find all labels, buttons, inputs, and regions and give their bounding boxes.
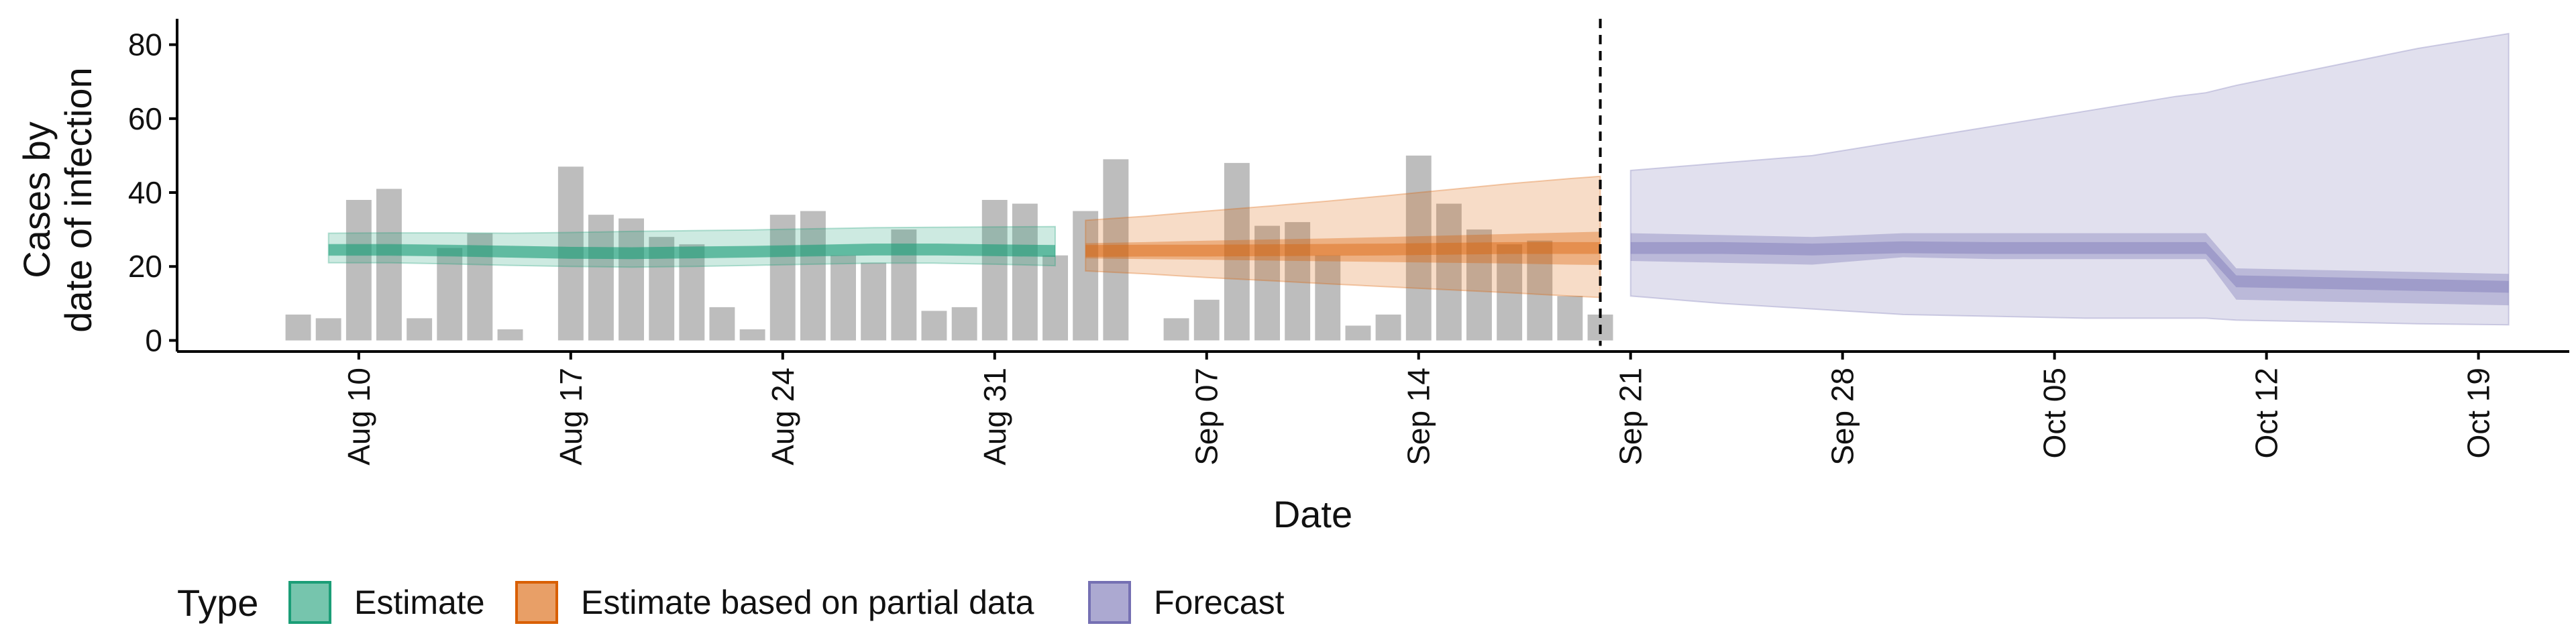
case-bar: [1254, 225, 1280, 341]
case-bar: [1163, 318, 1189, 341]
x-tick-label: Aug 17: [553, 368, 588, 466]
x-tick-label: Oct 12: [2249, 368, 2284, 459]
case-bar: [830, 255, 856, 341]
x-tick-label: Sep 14: [1401, 368, 1436, 466]
case-bar: [1527, 240, 1553, 341]
case-bar: [407, 318, 433, 341]
legend-label: Forecast: [1154, 584, 1285, 621]
ci-50-band: [1085, 231, 1601, 265]
observed-cases-bars: [285, 155, 1613, 341]
x-axis-title: Date: [1273, 493, 1352, 535]
y-tick-label: 60: [128, 101, 162, 136]
median-band: [1630, 241, 2509, 293]
case-bar: [557, 166, 584, 341]
case-bar: [921, 311, 947, 341]
y-tick-label: 40: [128, 175, 162, 210]
series-estimate-based-on-partial-data: [1085, 175, 1601, 299]
case-bar: [1073, 211, 1099, 341]
x-tick-label: Oct 05: [2037, 368, 2072, 459]
case-bar: [1224, 162, 1250, 341]
x-tick-label: Sep 07: [1189, 368, 1224, 466]
ci-90-band: [1629, 32, 2510, 326]
case-bar: [1405, 155, 1432, 341]
median-band: [328, 244, 1056, 260]
case-bar: [679, 244, 705, 341]
ci-50-band: [1630, 233, 2509, 306]
legend-key: [515, 581, 558, 624]
series-estimate: [327, 225, 1056, 268]
y-tick-label: 80: [128, 28, 162, 62]
median-band: [1085, 241, 1601, 257]
legend-title: Type: [177, 582, 258, 624]
case-bar: [497, 329, 523, 341]
case-bar: [649, 237, 675, 341]
case-bar: [588, 215, 614, 341]
legend-key: [1088, 581, 1131, 624]
case-bar: [467, 233, 493, 341]
x-tick-label: Aug 31: [977, 368, 1012, 466]
case-bar: [1497, 244, 1523, 341]
case-bar: [1375, 314, 1401, 341]
legend-key: [288, 581, 331, 624]
case-bar: [285, 314, 311, 341]
case-bar: [315, 318, 341, 341]
y-tick-label: 0: [145, 323, 162, 358]
case-bar: [1315, 255, 1341, 341]
case-bar: [1557, 296, 1583, 341]
x-tick-label: Sep 21: [1613, 368, 1648, 466]
case-bar: [1103, 159, 1129, 341]
x-tick-label: Oct 19: [2461, 368, 2496, 459]
x-tick-label: Aug 10: [341, 368, 376, 466]
legend: Type Estimate Estimate based on partial d…: [177, 581, 1285, 624]
case-bar: [1285, 222, 1311, 341]
y-tick-label: 20: [128, 249, 162, 284]
ci-50-band: [328, 244, 1056, 260]
y-axis-title-line: Cases by: [15, 121, 58, 278]
case-bar: [437, 248, 463, 341]
estimate-bands: [327, 32, 2510, 326]
case-bar: [951, 307, 977, 341]
case-bar: [1012, 203, 1038, 341]
case-bar: [1193, 299, 1220, 341]
ci-90-band: [327, 225, 1056, 268]
case-bar: [769, 215, 796, 341]
x-tick-label: Aug 24: [765, 368, 800, 466]
case-bar: [1345, 325, 1371, 341]
x-tick-label: Sep 28: [1825, 368, 1860, 466]
case-bar: [709, 307, 735, 341]
case-bar: [1436, 203, 1462, 341]
axes: 0 20 40 60 80 Aug 10 Aug 17 Aug 24 Aug 31 Sep 07 S…: [128, 19, 2569, 466]
case-bar: [345, 200, 372, 341]
case-bar: [891, 229, 917, 341]
case-bar: [376, 189, 402, 341]
legend-label: Estimate based on partial data: [581, 584, 1034, 621]
case-bar: [1466, 229, 1492, 341]
case-bar: [981, 200, 1008, 341]
y-axis-title-line: date of infection: [57, 67, 99, 332]
y-axis-title: Cases bydate of infection: [15, 67, 99, 332]
case-bar: [619, 218, 644, 341]
legend-label: Estimate: [354, 584, 485, 621]
case-bar: [800, 211, 826, 341]
case-bar: [1042, 255, 1068, 341]
case-bar: [739, 329, 765, 341]
series-forecast: [1629, 32, 2510, 326]
case-bar: [861, 262, 887, 341]
